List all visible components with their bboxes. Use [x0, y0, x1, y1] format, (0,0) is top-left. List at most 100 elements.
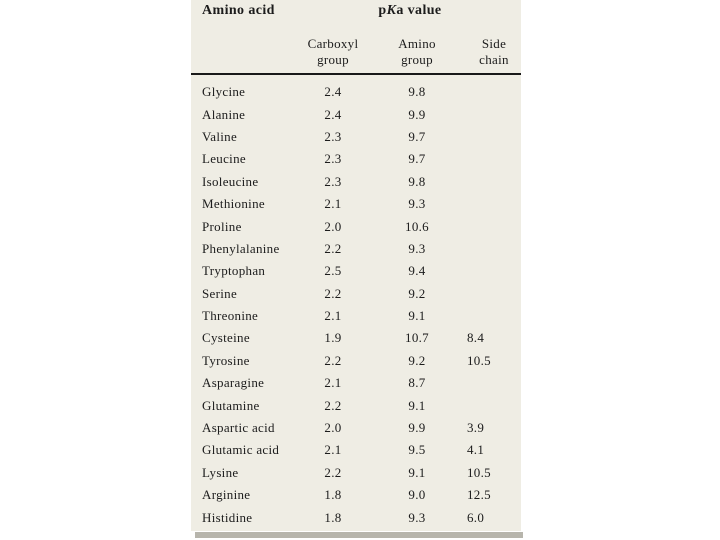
side-chain-pka-value: 8.4 [467, 330, 485, 346]
table-row: Threonine 2.1 9.1 [191, 305, 521, 327]
carboxyl-pka-value: 1.8 [324, 487, 342, 503]
carboxyl-pka-value: 2.4 [324, 106, 342, 122]
amino-group-pka-value: 9.3 [408, 509, 426, 525]
carboxyl-pka-value: 2.0 [324, 420, 342, 436]
pka-italic-k: K [386, 3, 397, 18]
table-row: Leucine 2.3 9.7 [191, 148, 521, 170]
side-chain-pka-value: 3.9 [467, 420, 485, 436]
amino-acid-name: Tyrosine [202, 352, 250, 368]
amino-acid-name: Valine [202, 128, 238, 144]
table-body: Glycine 2.4 9.8 Alanine 2.4 9.9 Valine 2.3 9.7 Le… [191, 75, 521, 529]
col-header-amino-acid: Amino acid [202, 3, 275, 18]
amino-group-pka-value: 9.5 [408, 442, 426, 458]
amino-group-pka-value: 9.9 [408, 420, 426, 436]
table-row: Isoleucine 2.3 9.8 [191, 171, 521, 193]
carboxyl-pka-value: 2.2 [324, 464, 342, 480]
amino-acid-name: Glutamic acid [202, 442, 280, 458]
side-chain-pka-value: 4.1 [467, 442, 485, 458]
amino-acid-name: Phenylalanine [202, 240, 280, 256]
table-row: Tyrosine 2.2 9.2 10.5 [191, 350, 521, 372]
table-header-row-groups: Amino acid pKa value [191, 0, 521, 19]
table-row: Proline 2.0 10.6 [191, 215, 521, 237]
carboxyl-pka-value: 2.2 [324, 352, 342, 368]
amino-acid-name: Serine [202, 285, 238, 301]
amino-acid-name: Asparagine [202, 375, 265, 391]
carboxyl-pka-value: 2.5 [324, 263, 342, 279]
carboxyl-pka-value: 2.2 [324, 397, 342, 413]
amino-group-pka-value: 9.7 [408, 128, 426, 144]
amino-acid-name: Leucine [202, 151, 246, 167]
carboxyl-pka-value: 2.1 [324, 375, 342, 391]
table-row: Tryptophan 2.5 9.4 [191, 260, 521, 282]
table-row: Methionine 2.1 9.3 [191, 193, 521, 215]
side-chain-pka-value: 10.5 [467, 464, 491, 480]
table-header: Amino acid pKa value Carboxyl group Amin… [191, 0, 521, 75]
col-header-amino-group: Amino group [398, 36, 436, 67]
table-row: Glutamic acid 2.1 9.5 4.1 [191, 439, 521, 461]
amino-group-pka-value: 8.7 [408, 375, 426, 391]
amino-acid-name: Glycine [202, 84, 246, 100]
carboxyl-pka-value: 2.3 [324, 128, 342, 144]
table-row: Valine 2.3 9.7 [191, 126, 521, 148]
amino-group-pka-value: 9.8 [408, 84, 426, 100]
subheader-spacer [191, 36, 299, 68]
amino-acid-name: Cysteine [202, 330, 250, 346]
amino-group-pka-value: 9.3 [408, 240, 426, 256]
amino-group-pka-value: 9.2 [408, 352, 426, 368]
amino-group-pka-value: 10.7 [405, 330, 429, 346]
amino-group-pka-value: 9.9 [408, 106, 426, 122]
carboxyl-pka-value: 2.2 [324, 240, 342, 256]
amino-acid-name: Tryptophan [202, 263, 266, 279]
carboxyl-pka-value: 2.1 [324, 308, 342, 324]
col-header-pka-value: pKa value [299, 3, 521, 19]
amino-group-pka-value: 9.8 [408, 173, 426, 189]
carboxyl-pka-value: 2.1 [324, 442, 342, 458]
amino-acid-name: Isoleucine [202, 173, 259, 189]
table-row: Cysteine 1.9 10.7 8.4 [191, 327, 521, 349]
table-row: Lysine 2.2 9.1 10.5 [191, 462, 521, 484]
pka-prefix: p [378, 3, 387, 18]
amino-acid-name: Threonine [202, 308, 259, 324]
table-row: Histidine 1.8 9.3 6.0 [191, 506, 521, 528]
side-chain-pka-value: 10.5 [467, 352, 491, 368]
table-row: Glycine 2.4 9.8 [191, 81, 521, 103]
table-row: Alanine 2.4 9.9 [191, 103, 521, 125]
table-row: Arginine 1.8 9.0 12.5 [191, 484, 521, 506]
carboxyl-pka-value: 2.3 [324, 173, 342, 189]
amino-acid-name: Aspartic acid [202, 420, 275, 436]
carboxyl-pka-value: 2.0 [324, 218, 342, 234]
amino-acid-name: Histidine [202, 509, 253, 525]
amino-acid-name: Alanine [202, 106, 246, 122]
amino-group-pka-value: 9.1 [408, 397, 426, 413]
amino-acid-name: Arginine [202, 487, 251, 503]
side-chain-pka-value: 6.0 [467, 509, 485, 525]
amino-acid-name: Methionine [202, 196, 265, 212]
carboxyl-pka-value: 2.3 [324, 151, 342, 167]
table-shadow [195, 532, 523, 538]
amino-group-pka-value: 9.0 [408, 487, 426, 503]
table-row: Asparagine 2.1 8.7 [191, 372, 521, 394]
carboxyl-pka-value: 2.1 [324, 196, 342, 212]
table-header-row-subcolumns: Carboxyl group Amino group Side chain [191, 36, 521, 68]
col-header-side-chain: Side chain [479, 36, 509, 67]
amino-group-pka-value: 9.1 [408, 464, 426, 480]
amino-group-pka-value: 9.4 [408, 263, 426, 279]
amino-group-pka-value: 10.6 [405, 218, 429, 234]
amino-group-pka-value: 9.2 [408, 285, 426, 301]
carboxyl-pka-value: 2.4 [324, 84, 342, 100]
amino-group-pka-value: 9.1 [408, 308, 426, 324]
amino-acid-name: Lysine [202, 464, 239, 480]
pka-suffix: a value [396, 3, 442, 18]
table-row: Serine 2.2 9.2 [191, 283, 521, 305]
amino-acid-name: Proline [202, 218, 242, 234]
amino-acid-name: Glutamine [202, 397, 260, 413]
col-header-carboxyl-group: Carboxyl group [307, 36, 359, 67]
table-row: Aspartic acid 2.0 9.9 3.9 [191, 417, 521, 439]
amino-group-pka-value: 9.7 [408, 151, 426, 167]
carboxyl-pka-value: 2.2 [324, 285, 342, 301]
amino-group-pka-value: 9.3 [408, 196, 426, 212]
carboxyl-pka-value: 1.8 [324, 509, 342, 525]
pka-table: Amino acid pKa value Carboxyl group Amin… [191, 0, 521, 531]
carboxyl-pka-value: 1.9 [324, 330, 342, 346]
